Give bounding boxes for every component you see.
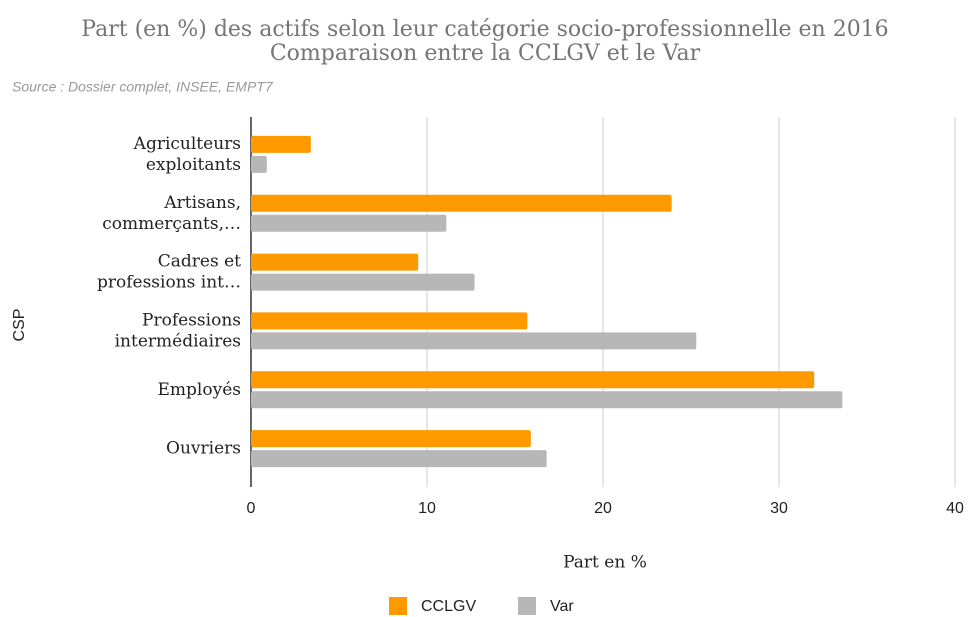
legend-label: CCLGV <box>421 598 476 615</box>
bar <box>251 430 531 448</box>
source: Source : Dossier complet, INSEE, EMPT7 <box>12 79 274 95</box>
bar <box>251 312 528 330</box>
legend-swatch <box>389 597 407 615</box>
bar <box>251 450 547 468</box>
y-tick-label: Agriculteurs exploitants <box>133 133 241 174</box>
bar <box>251 214 447 232</box>
x-tick-label: 10 <box>418 500 436 517</box>
legend-swatch <box>518 597 536 615</box>
bar <box>251 135 311 153</box>
y-tick-label: Ouvriers <box>166 438 241 458</box>
y-tick-label: Professions intermédiaires <box>115 310 241 351</box>
chart-subtitle: Comparaison entre la CCLGV et le Var <box>270 41 701 66</box>
y-tick-label: Cadres et professions int… <box>97 251 241 292</box>
x-tick-label: 0 <box>247 500 256 517</box>
bar <box>251 371 815 389</box>
x-axis-label: Part en % <box>563 553 647 573</box>
x-tick-label: 20 <box>594 500 612 517</box>
bar <box>251 332 697 350</box>
x-tick-label: 40 <box>946 500 964 517</box>
y-tick-label: Artisans, commerçants,… <box>102 192 241 233</box>
bar <box>251 273 475 291</box>
chart-title: Part (en %) des actifs selon leur catégo… <box>81 17 888 42</box>
y-axis-label: CSP <box>11 309 28 342</box>
bar <box>251 391 843 409</box>
x-tick-label: 30 <box>770 500 788 517</box>
y-tick-label: Employés <box>158 379 241 399</box>
bar <box>251 155 267 173</box>
bar <box>251 253 419 271</box>
bar <box>251 194 672 212</box>
legend-label: Var <box>550 598 574 615</box>
